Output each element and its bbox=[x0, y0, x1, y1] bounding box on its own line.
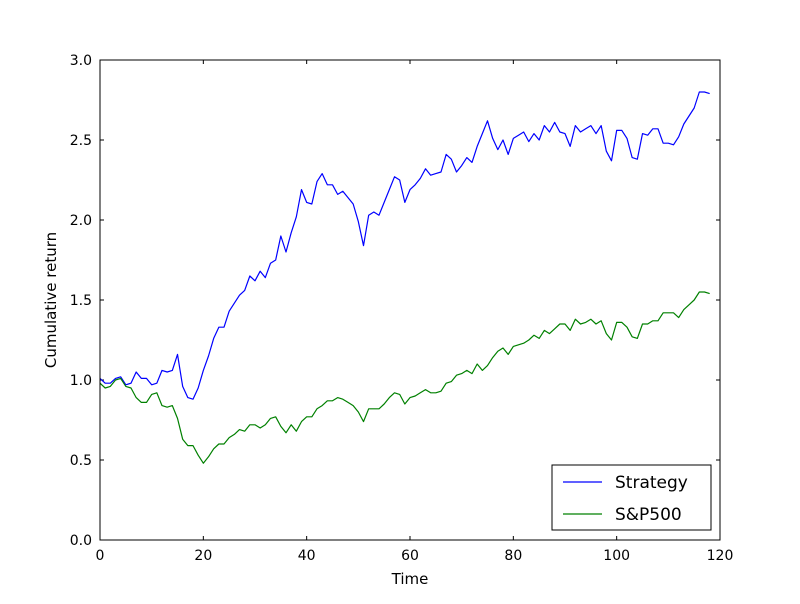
x-tick-label: 80 bbox=[504, 548, 522, 564]
y-tick-label: 0.0 bbox=[70, 533, 92, 549]
y-tick-label: 0.5 bbox=[70, 453, 92, 469]
legend-label-sp500: S&P500 bbox=[615, 505, 682, 525]
plot-background bbox=[100, 60, 720, 540]
y-tick-label: 1.5 bbox=[70, 293, 92, 309]
y-axis-ticks: 0.0 0.5 1.0 1.5 2.0 2.5 3.0 bbox=[70, 53, 720, 549]
x-tick-label: 0 bbox=[96, 548, 105, 564]
y-axis-label: Cumulative return bbox=[42, 232, 60, 368]
legend: Strategy S&P500 bbox=[551, 464, 712, 531]
x-tick-label: 20 bbox=[194, 548, 212, 564]
legend-label-strategy: Strategy bbox=[615, 473, 688, 493]
y-tick-label: 1.0 bbox=[70, 373, 92, 389]
series-line-strategy bbox=[99, 91, 710, 400]
y-tick-label: 2.5 bbox=[70, 133, 92, 149]
x-tick-label: 100 bbox=[603, 548, 630, 564]
x-tick-label: 40 bbox=[298, 548, 316, 564]
series-lines bbox=[99, 91, 710, 464]
y-tick-label: 2.0 bbox=[70, 213, 92, 229]
legend-box bbox=[551, 464, 712, 531]
x-axis-ticks: 0 20 40 60 80 100 120 bbox=[96, 60, 734, 564]
x-axis-label: Time bbox=[391, 570, 429, 588]
x-tick-label: 120 bbox=[707, 548, 734, 564]
series-line-sp500 bbox=[99, 291, 710, 464]
x-tick-label: 60 bbox=[401, 548, 419, 564]
plot-frame bbox=[99, 59, 721, 541]
y-tick-label: 3.0 bbox=[70, 53, 92, 69]
